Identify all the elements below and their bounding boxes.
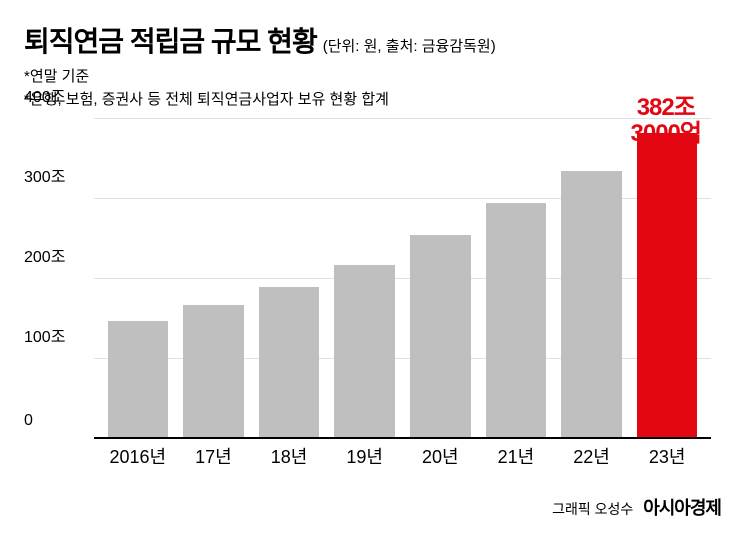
bars-container bbox=[94, 119, 711, 439]
bar-column bbox=[478, 119, 554, 439]
brand-name: 아시아경제 bbox=[643, 498, 721, 518]
note-2: *은행, 보험, 증권사 등 전체 퇴직연금사업자 보유 현황 합계 bbox=[24, 89, 721, 112]
bar bbox=[637, 133, 698, 439]
y-tick-label: 0 bbox=[24, 412, 84, 430]
y-axis: 0100조200조300조400조 bbox=[24, 119, 94, 439]
note-1: *연말 기준 bbox=[24, 66, 721, 89]
plot-area bbox=[94, 119, 711, 439]
bar-column bbox=[100, 119, 176, 439]
bar bbox=[108, 321, 169, 439]
chart-notes: *연말 기준 *은행, 보험, 증권사 등 전체 퇴직연금사업자 보유 현황 합… bbox=[24, 66, 721, 111]
y-tick-label: 400조 bbox=[24, 83, 84, 107]
bar-column bbox=[251, 119, 327, 439]
bar-column bbox=[554, 119, 630, 439]
x-tick-label: 18년 bbox=[251, 443, 327, 469]
y-tick-label: 300조 bbox=[24, 163, 84, 187]
chart-subtitle: (단위: 원, 출처: 금융감독원) bbox=[323, 35, 496, 56]
bar bbox=[410, 235, 471, 439]
chart-container: 382조 3000억 0100조200조300조400조 2016년17년18년… bbox=[24, 119, 721, 479]
bar-column bbox=[403, 119, 479, 439]
bar bbox=[183, 305, 244, 439]
footer: 그래픽 오성수 아시아경제 bbox=[552, 494, 721, 520]
x-tick-label: 21년 bbox=[478, 443, 554, 469]
chart-title: 퇴직연금 적립금 규모 현황 bbox=[24, 20, 317, 60]
x-tick-label: 19년 bbox=[327, 443, 403, 469]
bar-column bbox=[176, 119, 252, 439]
bar-column bbox=[629, 119, 705, 439]
bar bbox=[486, 203, 547, 439]
x-axis-labels: 2016년17년18년19년20년21년22년23년 bbox=[94, 443, 711, 469]
bar bbox=[561, 171, 622, 439]
x-tick-label: 22년 bbox=[554, 443, 630, 469]
y-tick-label: 200조 bbox=[24, 243, 84, 267]
bar bbox=[334, 265, 395, 439]
bar-chart: 0100조200조300조400조 2016년17년18년19년20년21년22… bbox=[24, 119, 721, 439]
x-tick-label: 17년 bbox=[176, 443, 252, 469]
x-tick-label: 2016년 bbox=[100, 443, 176, 469]
x-tick-label: 23년 bbox=[629, 443, 705, 469]
x-axis-line bbox=[94, 437, 711, 439]
graphic-credit: 그래픽 오성수 bbox=[552, 501, 633, 517]
y-tick-label: 100조 bbox=[24, 323, 84, 347]
x-tick-label: 20년 bbox=[403, 443, 479, 469]
bar-column bbox=[327, 119, 403, 439]
bar bbox=[259, 287, 320, 439]
